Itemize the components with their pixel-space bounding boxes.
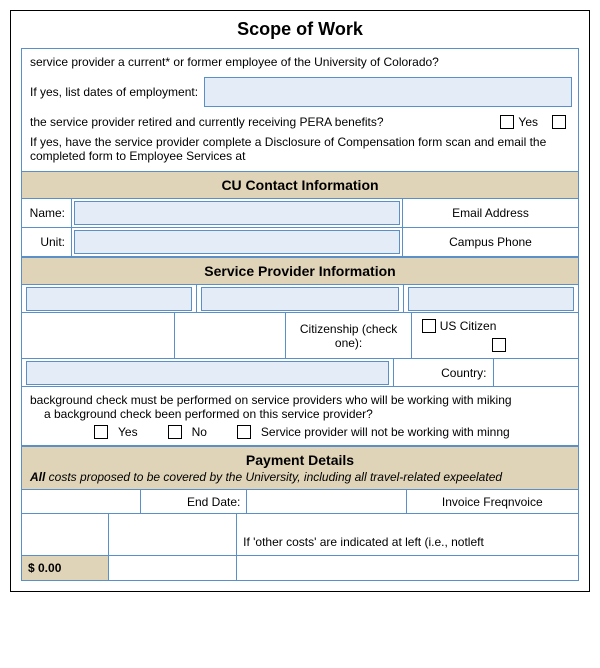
bg-no-label: No [192,425,207,439]
cu-phone-label: Campus Phone [403,228,578,256]
amount-value: $ 0.00 [22,556,109,580]
sp-address-input[interactable] [26,361,389,385]
cu-unit-input[interactable] [74,230,400,254]
bg-check-block: background check must be performed on se… [22,387,578,446]
bg-yes-label: Yes [118,425,138,439]
citizenship-label: Citizenship (check one): [286,313,411,358]
pera-other-checkbox[interactable] [552,115,566,129]
end-date-input[interactable] [247,490,406,513]
form-frame: Scope of Work service provider a current… [10,10,590,592]
form-body: service provider a current* or former em… [21,48,579,581]
sp-input-3[interactable] [408,287,574,311]
pay-subheader: All costs proposed to be covered by the … [22,470,578,490]
country-input-cell[interactable] [494,359,579,386]
bg-no-checkbox[interactable] [168,425,182,439]
cu-name-label: Name: [22,199,72,227]
bg-yes-checkbox[interactable] [94,425,108,439]
employment-dates-label: If yes, list dates of employment: [28,85,204,99]
end-date-label: End Date: [141,490,247,513]
other-costs-label: If 'other costs' are indicated at left (… [237,514,578,555]
country-label: Country: [394,359,494,386]
page-title: Scope of Work [11,11,589,48]
sp-header: Service Provider Information [22,257,578,285]
q-current-former: service provider a current* or former em… [22,49,578,75]
sp-input-1[interactable] [26,287,192,311]
pera-question: the service provider retired and current… [30,115,496,129]
cu-header: CU Contact Information [22,171,578,199]
disclosure-text: If yes, have the service provider comple… [22,131,578,171]
pay-header: Payment Details [22,446,578,470]
bg-notworking-checkbox[interactable] [237,425,251,439]
bg-notworking-label: Service provider will not be working wit… [261,425,510,439]
citizenship-other-checkbox[interactable] [492,338,506,352]
cu-email-label: Email Address [403,199,578,227]
pera-yes-checkbox[interactable] [500,115,514,129]
us-citizen-checkbox[interactable] [422,319,436,333]
pera-yes-label: Yes [518,115,538,129]
cu-name-input[interactable] [74,201,400,225]
invoice-label: Invoice Freqnvoice [407,490,578,513]
cu-unit-label: Unit: [22,228,72,256]
us-citizen-label: US Citizen [440,319,497,333]
sp-input-2[interactable] [201,287,400,311]
employment-dates-input[interactable] [204,77,572,107]
